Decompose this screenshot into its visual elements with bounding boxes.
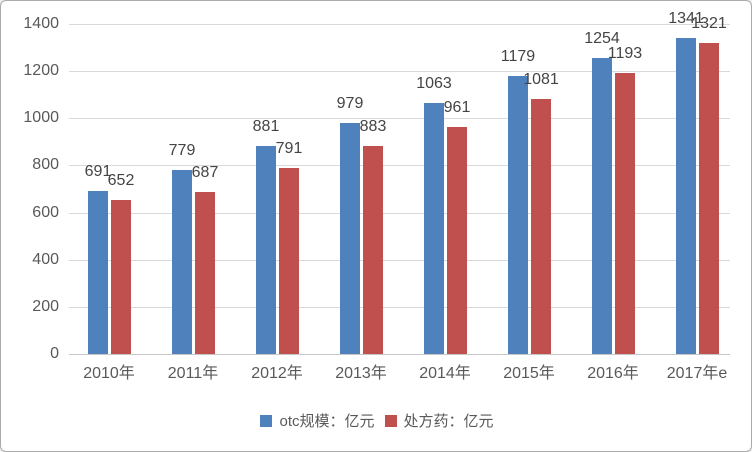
bar-rx — [111, 200, 131, 354]
x-tick-label: 2011年 — [167, 365, 219, 382]
bar-value-label: 779 — [168, 142, 196, 159]
gridline — [69, 260, 730, 261]
bar-rx — [195, 192, 215, 354]
bar-rx — [531, 99, 551, 354]
bar-value-label: 979 — [336, 95, 364, 112]
bar-otc — [172, 170, 192, 354]
legend-marker-otc-icon — [260, 414, 273, 427]
bar-value-label: 961 — [443, 99, 471, 116]
y-tick-label: 0 — [50, 345, 59, 362]
legend-marker-rx-icon — [384, 414, 397, 427]
y-tick-label: 800 — [32, 156, 59, 173]
y-tick-label: 1200 — [23, 62, 59, 79]
bar-rx — [447, 127, 467, 354]
bar-rx — [363, 146, 383, 354]
x-tick-label: 2015年 — [503, 365, 555, 382]
y-tick-label: 1400 — [23, 15, 59, 32]
bar-value-label: 883 — [359, 118, 387, 135]
bar-otc — [676, 38, 696, 354]
bar-otc — [256, 146, 276, 354]
gridline — [69, 165, 730, 166]
bar-value-label: 791 — [275, 140, 303, 157]
bar-value-label: 687 — [191, 164, 219, 181]
bar-rx — [279, 168, 299, 354]
gridline — [69, 213, 730, 214]
bar-value-label: 1179 — [500, 48, 536, 65]
bar-otc — [424, 103, 444, 354]
x-tick-label: 2014年 — [419, 365, 471, 382]
x-tick-label: 2010年 — [83, 365, 135, 382]
gridline — [69, 118, 730, 119]
legend-label-otc: otc规模：亿元 — [279, 413, 375, 430]
x-tick-label: 2013年 — [335, 365, 387, 382]
y-tick-label: 400 — [32, 251, 59, 268]
bar-otc — [508, 76, 528, 354]
gridline — [69, 24, 730, 25]
bar-value-label: 652 — [107, 172, 135, 189]
bar-value-label: 1341 — [668, 10, 704, 27]
x-tick-label: 2016年 — [587, 365, 639, 382]
y-tick-label: 1000 — [23, 109, 59, 126]
gridline — [69, 71, 730, 72]
bar-rx — [615, 73, 635, 354]
legend-label-rx: 处方药：亿元 — [403, 413, 494, 430]
bar-value-label: 881 — [252, 118, 280, 135]
legend-entry-otc: otc规模：亿元 — [260, 410, 375, 431]
bar-value-label: 1254 — [584, 30, 620, 47]
y-tick-label: 600 — [32, 204, 59, 221]
bar-rx — [699, 43, 719, 354]
bar-value-label: 1193 — [607, 45, 643, 62]
bar-value-label: 1321 — [691, 15, 727, 32]
legend: otc规模：亿元 处方药：亿元 — [1, 410, 751, 431]
bar-value-label: 691 — [84, 163, 112, 180]
bar-otc — [592, 58, 612, 354]
bar-otc — [340, 123, 360, 354]
bar-otc — [88, 191, 108, 354]
bar-value-label: 1081 — [523, 71, 559, 88]
x-axis-line — [69, 354, 730, 355]
x-tick-label: 2017年e — [666, 365, 728, 382]
gridline — [69, 307, 730, 308]
bar-value-label: 1063 — [416, 75, 452, 92]
x-tick-label: 2012年 — [251, 365, 303, 382]
y-tick-label: 200 — [32, 298, 59, 315]
legend-entry-rx: 处方药：亿元 — [384, 410, 494, 431]
